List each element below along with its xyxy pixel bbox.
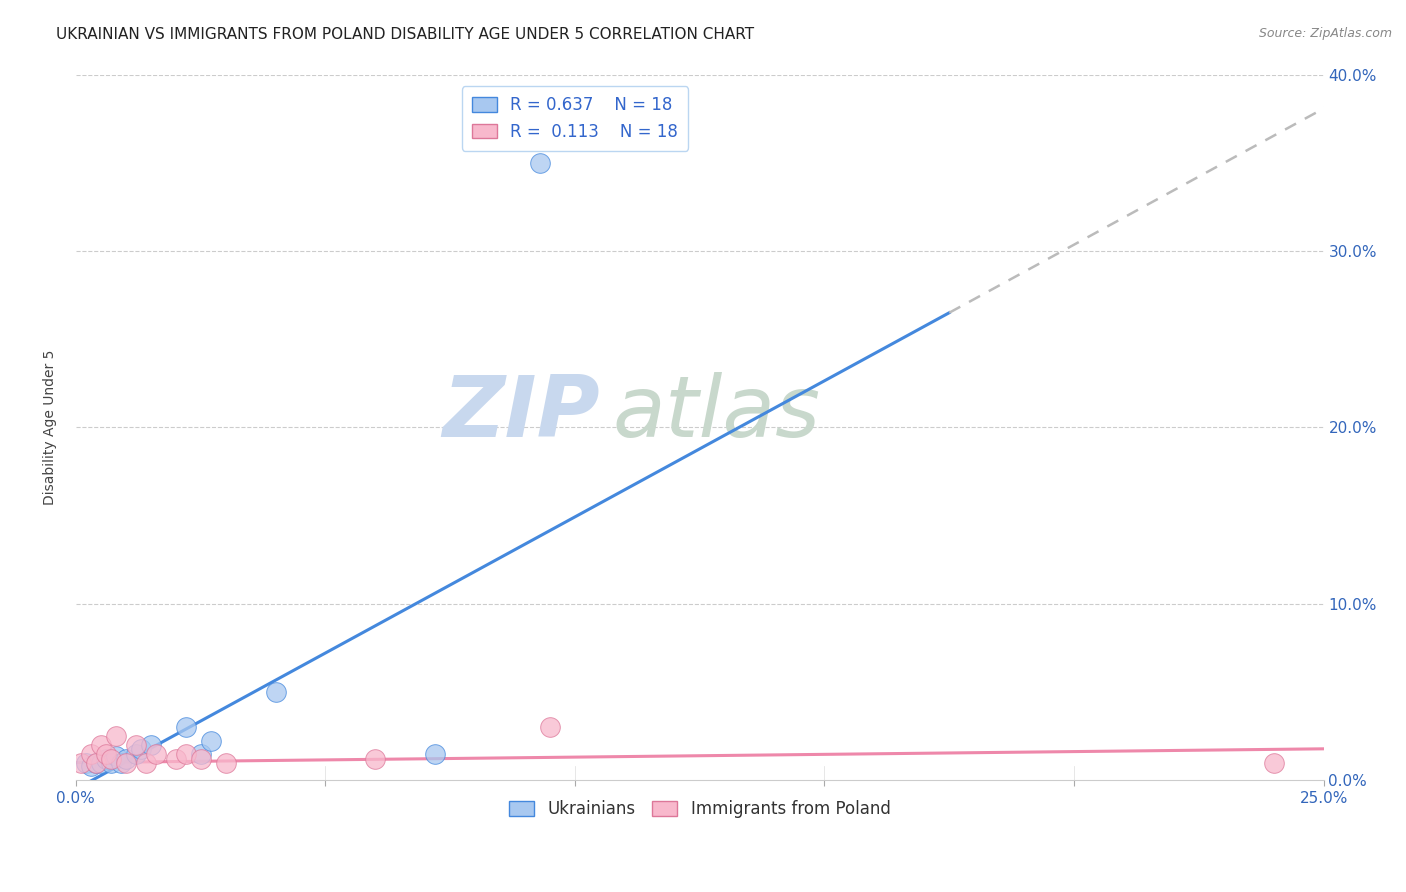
Point — [94, 752, 117, 766]
Point — [114, 752, 136, 766]
Point — [145, 747, 167, 761]
Point — [200, 734, 222, 748]
Text: ZIP: ZIP — [443, 372, 600, 455]
Point — [135, 756, 157, 770]
Point — [125, 747, 148, 761]
Text: atlas: atlas — [613, 372, 820, 455]
Point — [84, 756, 107, 770]
Point — [139, 738, 162, 752]
Point — [70, 756, 93, 770]
Point — [80, 759, 103, 773]
Point — [125, 738, 148, 752]
Point — [174, 720, 197, 734]
Text: UKRAINIAN VS IMMIGRANTS FROM POLAND DISABILITY AGE UNDER 5 CORRELATION CHART: UKRAINIAN VS IMMIGRANTS FROM POLAND DISA… — [56, 27, 755, 42]
Point — [538, 720, 561, 734]
Point — [529, 155, 551, 169]
Point — [114, 756, 136, 770]
Point — [104, 729, 127, 743]
Point — [110, 756, 132, 770]
Point — [75, 756, 97, 770]
Point — [165, 752, 187, 766]
Point — [90, 738, 112, 752]
Point — [129, 741, 152, 756]
Point — [94, 747, 117, 761]
Point — [100, 752, 122, 766]
Point — [364, 752, 387, 766]
Point — [264, 685, 287, 699]
Point — [190, 747, 212, 761]
Text: Source: ZipAtlas.com: Source: ZipAtlas.com — [1258, 27, 1392, 40]
Point — [84, 756, 107, 770]
Point — [425, 747, 447, 761]
Point — [104, 748, 127, 763]
Point — [214, 756, 236, 770]
Legend: Ukrainians, Immigrants from Poland: Ukrainians, Immigrants from Poland — [502, 794, 897, 825]
Point — [80, 747, 103, 761]
Point — [1263, 756, 1285, 770]
Point — [90, 756, 112, 770]
Y-axis label: Disability Age Under 5: Disability Age Under 5 — [44, 350, 58, 505]
Point — [190, 752, 212, 766]
Point — [174, 747, 197, 761]
Point — [100, 756, 122, 770]
